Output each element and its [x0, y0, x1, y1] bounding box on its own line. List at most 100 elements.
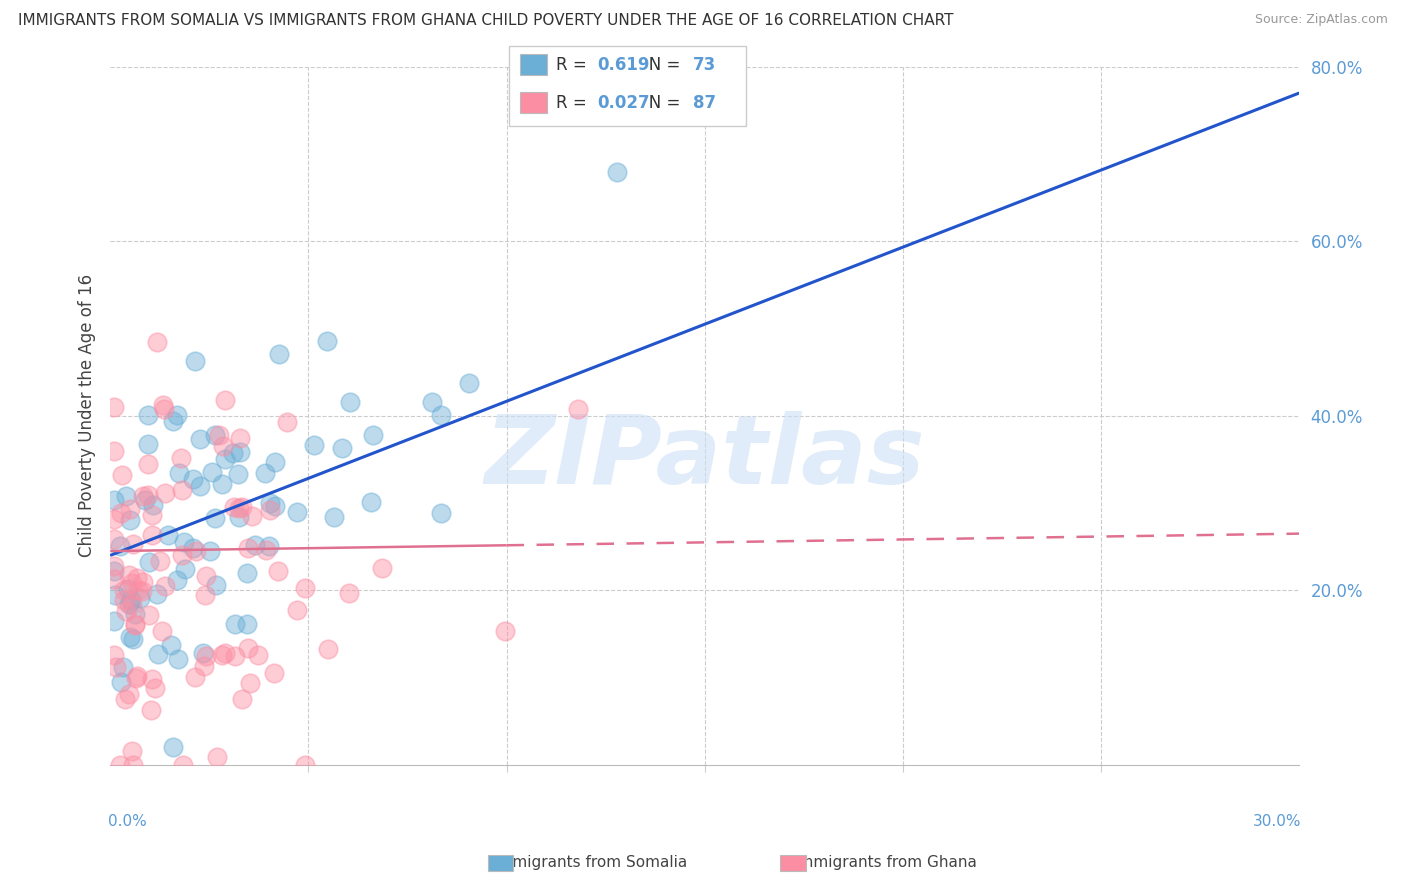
Point: [269, 347, 291, 361]
Point: [193, 658, 215, 673]
Point: [430, 408, 453, 422]
Point: [214, 393, 236, 408]
Point: [236, 566, 259, 581]
Point: [110, 507, 132, 521]
Point: [208, 427, 231, 442]
Point: [124, 618, 146, 632]
Point: [103, 572, 125, 586]
Point: [112, 593, 135, 607]
Point: [103, 493, 125, 508]
Point: [567, 402, 589, 417]
Point: [152, 624, 174, 638]
Point: [245, 538, 267, 552]
Point: [131, 574, 153, 589]
Point: [103, 564, 125, 578]
Point: [228, 509, 250, 524]
Point: [201, 465, 224, 479]
Point: [131, 583, 153, 598]
Point: [266, 565, 288, 579]
Point: [142, 498, 165, 512]
Text: Immigrants from Somalia: Immigrants from Somalia: [494, 855, 688, 870]
Point: [166, 573, 188, 587]
Point: [162, 413, 184, 427]
Point: [316, 642, 339, 657]
Point: [138, 555, 160, 569]
Point: [146, 586, 169, 600]
Text: 0.619: 0.619: [598, 55, 650, 74]
Point: [125, 671, 148, 685]
Point: [263, 665, 285, 680]
Point: [371, 561, 394, 575]
Point: [121, 575, 143, 590]
Point: [122, 757, 145, 772]
Point: [229, 431, 252, 445]
Point: [198, 543, 221, 558]
Point: [118, 687, 141, 701]
Point: [263, 455, 285, 469]
Point: [115, 489, 138, 503]
Point: [224, 648, 246, 663]
Text: 0.0%: 0.0%: [108, 814, 146, 829]
Point: [120, 593, 142, 607]
Point: [231, 500, 253, 514]
Point: [183, 472, 205, 486]
Point: [236, 541, 259, 555]
Point: [276, 415, 298, 429]
Point: [108, 757, 131, 772]
Point: [155, 485, 177, 500]
Point: [108, 539, 131, 553]
Point: [136, 408, 159, 422]
Point: [172, 757, 194, 772]
Point: [138, 607, 160, 622]
Point: [254, 543, 277, 558]
Point: [143, 681, 166, 696]
Point: [141, 528, 163, 542]
Point: [214, 452, 236, 467]
Point: [155, 579, 177, 593]
Point: [194, 569, 217, 583]
Point: [247, 648, 270, 663]
Point: [205, 578, 228, 592]
Point: [224, 616, 246, 631]
Point: [110, 675, 132, 690]
Point: [285, 505, 308, 519]
Point: [156, 528, 179, 542]
Point: [124, 617, 146, 632]
Point: [111, 467, 134, 482]
Point: [117, 582, 139, 596]
Text: 87: 87: [693, 95, 716, 112]
Text: R =: R =: [557, 95, 592, 112]
Point: [316, 334, 339, 348]
Point: [205, 750, 228, 764]
Point: [184, 544, 207, 558]
Point: [183, 354, 205, 368]
Point: [170, 450, 193, 465]
Point: [211, 439, 233, 453]
Point: [204, 510, 226, 524]
Point: [235, 617, 257, 632]
Text: Immigrants from Ghana: Immigrants from Ghana: [794, 855, 977, 870]
Point: [339, 394, 361, 409]
Point: [145, 335, 167, 350]
Point: [114, 692, 136, 706]
Point: [263, 499, 285, 513]
Point: [125, 669, 148, 683]
Point: [153, 402, 176, 417]
Point: [239, 676, 262, 690]
Point: [136, 458, 159, 472]
Point: [166, 408, 188, 422]
Point: [494, 624, 516, 638]
Point: [422, 395, 444, 409]
Point: [361, 428, 384, 442]
Point: [167, 652, 190, 666]
Point: [103, 648, 125, 662]
Point: [127, 582, 149, 597]
Y-axis label: Child Poverty Under the Age of 16: Child Poverty Under the Age of 16: [79, 274, 96, 558]
Point: [121, 599, 143, 613]
Point: [236, 640, 259, 655]
Point: [160, 638, 183, 652]
Point: [167, 467, 190, 481]
Point: [322, 510, 344, 524]
FancyBboxPatch shape: [520, 92, 547, 113]
Point: [254, 467, 277, 481]
